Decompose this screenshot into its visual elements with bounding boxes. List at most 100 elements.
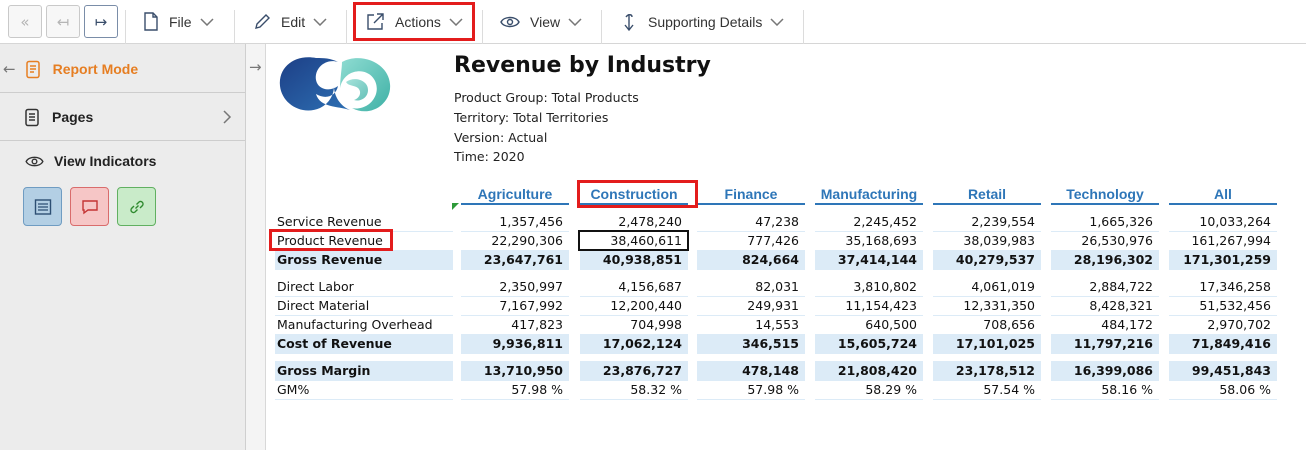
- column-header-retail[interactable]: Retail: [933, 185, 1041, 205]
- table-cell[interactable]: 708,656: [983, 317, 1035, 332]
- table-cell[interactable]: 47,238: [755, 214, 799, 229]
- row-label[interactable]: Manufacturing Overhead: [277, 317, 433, 332]
- column-header-all[interactable]: All: [1169, 185, 1277, 205]
- table-cell[interactable]: 82,031: [755, 279, 799, 294]
- table-cell[interactable]: 57.98 %: [511, 382, 563, 397]
- table-cell[interactable]: 777,426: [747, 233, 799, 248]
- table-cell[interactable]: 28,196,302: [1073, 252, 1153, 267]
- row-label[interactable]: Gross Margin: [277, 363, 371, 378]
- table-cell[interactable]: 58.06 %: [1219, 382, 1271, 397]
- meta-version: Version: Actual: [454, 130, 548, 145]
- table-cell[interactable]: 484,172: [1101, 317, 1153, 332]
- table-cell[interactable]: 14,553: [755, 317, 799, 332]
- table-cell[interactable]: 417,823: [511, 317, 563, 332]
- table-cell[interactable]: 99,451,843: [1191, 363, 1271, 378]
- forward-icon[interactable]: ↦: [84, 5, 118, 38]
- table-cell[interactable]: 23,876,727: [602, 363, 682, 378]
- table-cell[interactable]: 2,245,452: [853, 214, 917, 229]
- table-cell[interactable]: 71,849,416: [1191, 336, 1271, 351]
- table-cell[interactable]: 824,664: [742, 252, 799, 267]
- table-cell[interactable]: 15,605,724: [837, 336, 917, 351]
- table-cell[interactable]: 21,808,420: [837, 363, 917, 378]
- table-cell[interactable]: 23,647,761: [483, 252, 563, 267]
- table-cell[interactable]: 17,062,124: [602, 336, 682, 351]
- row-label[interactable]: Cost of Revenue: [277, 336, 392, 351]
- edit-menu[interactable]: Edit: [254, 5, 327, 38]
- table-cell[interactable]: 58.32 %: [630, 382, 682, 397]
- table-cell[interactable]: 704,998: [630, 317, 682, 332]
- table-cell[interactable]: 17,346,258: [1199, 279, 1271, 294]
- table-cell[interactable]: 58.16 %: [1101, 382, 1153, 397]
- row-label[interactable]: Service Revenue: [277, 214, 382, 229]
- row-label[interactable]: Gross Revenue: [277, 252, 383, 267]
- table-cell[interactable]: 16,399,086: [1073, 363, 1153, 378]
- table-cell[interactable]: 478,148: [742, 363, 799, 378]
- table-cell[interactable]: 35,168,693: [845, 233, 917, 248]
- data-indicator-toggle[interactable]: [23, 187, 62, 226]
- column-header-finance[interactable]: Finance: [697, 185, 805, 205]
- table-cell[interactable]: 4,156,687: [618, 279, 682, 294]
- table-cell[interactable]: 2,239,554: [971, 214, 1035, 229]
- column-header-construction[interactable]: Construction: [580, 185, 688, 205]
- table-cell[interactable]: 23,178,512: [955, 363, 1035, 378]
- table-cell[interactable]: 58.29 %: [865, 382, 917, 397]
- table-cell[interactable]: 26,530,976: [1081, 233, 1153, 248]
- table-cell[interactable]: 11,154,423: [845, 298, 917, 313]
- table-cell[interactable]: 161,267,994: [1191, 233, 1271, 248]
- row-label[interactable]: Direct Labor: [277, 279, 354, 294]
- table-cell[interactable]: 38,039,983: [963, 233, 1035, 248]
- table-cell[interactable]: 1,665,326: [1089, 214, 1153, 229]
- table-cell[interactable]: 7,167,992: [499, 298, 563, 313]
- table-cell[interactable]: 17,101,025: [955, 336, 1035, 351]
- table-cell[interactable]: 171,301,259: [1183, 252, 1271, 267]
- table-cell[interactable]: 9,936,811: [492, 336, 563, 351]
- sidebar-item-pages[interactable]: Pages: [0, 106, 245, 128]
- table-cell[interactable]: 40,279,537: [955, 252, 1035, 267]
- link-indicator-toggle[interactable]: [117, 187, 156, 226]
- table-cell[interactable]: 57.54 %: [983, 382, 1035, 397]
- comment-indicator-toggle[interactable]: [70, 187, 109, 226]
- supporting-details-menu[interactable]: Supporting Details: [620, 5, 784, 38]
- actions-menu[interactable]: Actions: [366, 5, 463, 38]
- view-menu[interactable]: View: [500, 5, 582, 38]
- column-header-manufacturing[interactable]: Manufacturing: [815, 185, 923, 205]
- row-label[interactable]: GM%: [277, 382, 310, 397]
- table-cell[interactable]: 37,414,144: [837, 252, 917, 267]
- table-cell[interactable]: 12,200,440: [610, 298, 682, 313]
- table-cell[interactable]: 12,331,350: [963, 298, 1035, 313]
- table-cell[interactable]: 346,515: [742, 336, 799, 351]
- file-menu[interactable]: File: [143, 5, 214, 38]
- table-cell[interactable]: 640,500: [865, 317, 917, 332]
- table-cell[interactable]: 22,290,306: [491, 233, 563, 248]
- table-cell[interactable]: 249,931: [747, 298, 799, 313]
- table-cell[interactable]: 2,350,997: [499, 279, 563, 294]
- row-label[interactable]: Product Revenue: [277, 233, 383, 248]
- row-label[interactable]: Direct Material: [277, 298, 370, 313]
- row-band: [933, 361, 1041, 381]
- table-cell[interactable]: 40,938,851: [602, 252, 682, 267]
- row-band: [1051, 250, 1159, 270]
- cell-underline: [1051, 231, 1159, 232]
- table-cell[interactable]: 13,710,950: [483, 363, 563, 378]
- table-cell[interactable]: 1,357,456: [499, 214, 563, 229]
- table-cell[interactable]: 2,884,722: [1089, 279, 1153, 294]
- table-cell[interactable]: 38,460,611: [610, 233, 682, 248]
- arrow-left-icon[interactable]: ←: [3, 60, 16, 78]
- table-cell[interactable]: 2,478,240: [618, 214, 682, 229]
- table-cell[interactable]: 51,532,456: [1199, 298, 1271, 313]
- cell-underline: [580, 353, 688, 354]
- table-cell[interactable]: 57.98 %: [747, 382, 799, 397]
- table-cell[interactable]: 10,033,264: [1199, 214, 1271, 229]
- table-cell[interactable]: 8,428,321: [1089, 298, 1153, 313]
- table-cell[interactable]: 2,970,702: [1207, 317, 1271, 332]
- table-cell[interactable]: 11,797,216: [1073, 336, 1153, 351]
- first-page-icon[interactable]: «: [8, 5, 42, 38]
- report-mode-item[interactable]: ← Report Mode: [0, 58, 245, 80]
- back-icon[interactable]: ↤: [46, 5, 80, 38]
- column-header-agriculture[interactable]: Agriculture: [461, 185, 569, 205]
- arrow-right-icon[interactable]: →: [249, 58, 262, 76]
- table-cell[interactable]: 3,810,802: [853, 279, 917, 294]
- sidebar-collapse-strip[interactable]: →: [246, 44, 266, 450]
- column-header-technology[interactable]: Technology: [1051, 185, 1159, 205]
- table-cell[interactable]: 4,061,019: [971, 279, 1035, 294]
